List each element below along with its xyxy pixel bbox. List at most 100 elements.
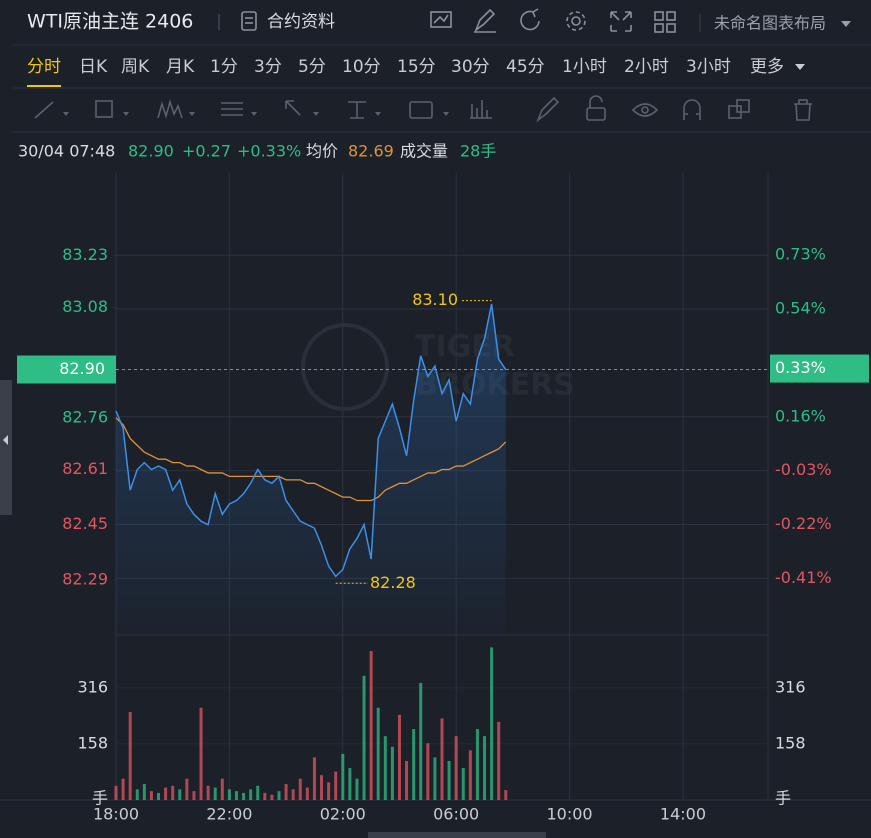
volume-bar <box>320 775 324 800</box>
period-tab[interactable]: 分时 <box>27 57 61 77</box>
instrument-title[interactable]: WTI原油主连 2406 <box>27 11 193 33</box>
volume-bar <box>206 785 210 800</box>
side-handle[interactable] <box>0 380 12 515</box>
volume-bar <box>490 647 494 800</box>
volume-tick-label: 316 <box>775 677 806 696</box>
volume-bar <box>397 714 401 800</box>
x-tick-label: 14:00 <box>660 805 706 824</box>
volume-bar <box>475 729 479 800</box>
volume-bar <box>142 784 146 800</box>
volume-bar <box>178 789 182 800</box>
last-pct-tag <box>770 354 869 383</box>
volume-bar <box>376 707 380 800</box>
volume-bar <box>157 792 161 800</box>
volume-bar <box>121 778 125 800</box>
min-label: 82.28 <box>370 573 416 592</box>
volume-tick-label: 158 <box>77 733 108 752</box>
volume-unit: 手 <box>92 789 108 808</box>
y-tick-label: 82.45 <box>62 514 108 533</box>
volume-bar <box>128 712 132 800</box>
max-label: 83.10 <box>412 290 458 309</box>
x-tick-label: 06:00 <box>433 805 479 824</box>
last-price-label: 82.90 <box>59 359 105 378</box>
volume-bar <box>341 753 345 800</box>
volume-bar <box>135 789 139 800</box>
watermark: TIGER <box>415 330 515 365</box>
volume-bar <box>334 771 338 800</box>
y-tick-label: 82.61 <box>62 459 108 478</box>
volume-bar <box>312 757 316 800</box>
period-tab[interactable]: 月K <box>166 57 195 77</box>
y2-tick-label: -0.03% <box>775 460 832 479</box>
volume-bar <box>291 789 295 800</box>
volume-bar <box>433 757 437 800</box>
volume-bar <box>171 785 175 800</box>
info-avg: 82.69 <box>348 142 394 161</box>
volume-bar <box>454 736 458 800</box>
period-tab[interactable]: 5分 <box>298 57 326 77</box>
period-tab[interactable]: 1分 <box>210 57 238 77</box>
y-tick-label: 82.29 <box>62 569 108 588</box>
period-tab[interactable]: 1小时 <box>562 57 607 77</box>
x-tick-label: 22:00 <box>206 805 252 824</box>
volume-tick-label: 158 <box>775 733 806 752</box>
volume-label: 成交量 <box>400 142 448 161</box>
y-tick-label: 82.76 <box>62 407 108 426</box>
volume-bar <box>355 778 359 800</box>
watermark-logo <box>301 323 389 411</box>
y2-tick-label: -0.41% <box>775 568 832 587</box>
volume-tick-label: 316 <box>77 677 108 696</box>
period-tab[interactable]: 15分 <box>397 57 436 77</box>
volume-bar <box>405 760 409 800</box>
y2-tick-label: -0.22% <box>775 514 832 533</box>
y-tick-label: 83.23 <box>62 245 108 264</box>
period-tab[interactable]: 10分 <box>342 57 381 77</box>
side-arrow[interactable] <box>3 435 8 445</box>
scrollbar[interactable] <box>368 832 546 838</box>
period-bar: 分时 日K 周K 月K 1分 3分 5分 10分 15分 30分 45分 1小时 2小时 3小时 更多 <box>27 57 784 87</box>
volume-bar <box>483 736 487 800</box>
volume-bar <box>461 768 465 800</box>
period-tab[interactable]: 3小时 <box>686 57 731 77</box>
volume-bar <box>298 778 302 800</box>
info-change: +0.27 <box>182 142 231 161</box>
dropdown-arrow[interactable] <box>841 21 851 27</box>
period-tab[interactable]: 周K <box>121 57 150 77</box>
period-tab[interactable]: 更多 <box>750 57 784 77</box>
volume-unit: 手 <box>775 789 791 808</box>
volume-bar <box>192 791 196 800</box>
volume-bar <box>440 718 444 800</box>
volume-bar <box>305 787 309 800</box>
header-icons[interactable] <box>430 8 676 33</box>
chart: TIGERBROKERS18:0022:0002:0006:0010:0014:… <box>0 173 871 824</box>
x-tick-label: 02:00 <box>320 805 366 824</box>
period-tab[interactable]: 日K <box>79 57 108 77</box>
x-tick-label: 18:00 <box>93 805 139 824</box>
period-tab[interactable]: 30分 <box>451 57 490 77</box>
volume-bar <box>256 785 260 800</box>
last-price-tag <box>17 355 116 384</box>
volume-bar <box>149 791 153 800</box>
info-time: 30/04 07:48 <box>18 142 115 161</box>
layout-name[interactable]: 未命名图表布局 <box>714 14 826 33</box>
doc-icon <box>241 11 257 31</box>
volume-bar <box>114 785 118 800</box>
period-tab[interactable]: 45分 <box>506 57 545 77</box>
period-tab[interactable]: 2小时 <box>624 57 669 77</box>
period-tab[interactable]: 3分 <box>254 57 282 77</box>
dropdown-arrow[interactable] <box>795 64 805 70</box>
volume-bar <box>185 778 189 800</box>
volume-bar <box>270 794 274 800</box>
volume-bar <box>234 791 238 800</box>
volume-bar <box>369 650 373 800</box>
info-price: 82.90 <box>128 142 174 161</box>
contract-info[interactable]: 合约资料 <box>267 12 335 32</box>
drawing-toolbar[interactable] <box>34 95 812 123</box>
volume-bar <box>426 743 430 800</box>
volume-bar <box>199 707 203 800</box>
volume-bar <box>362 675 366 800</box>
volume-bar <box>213 787 217 800</box>
